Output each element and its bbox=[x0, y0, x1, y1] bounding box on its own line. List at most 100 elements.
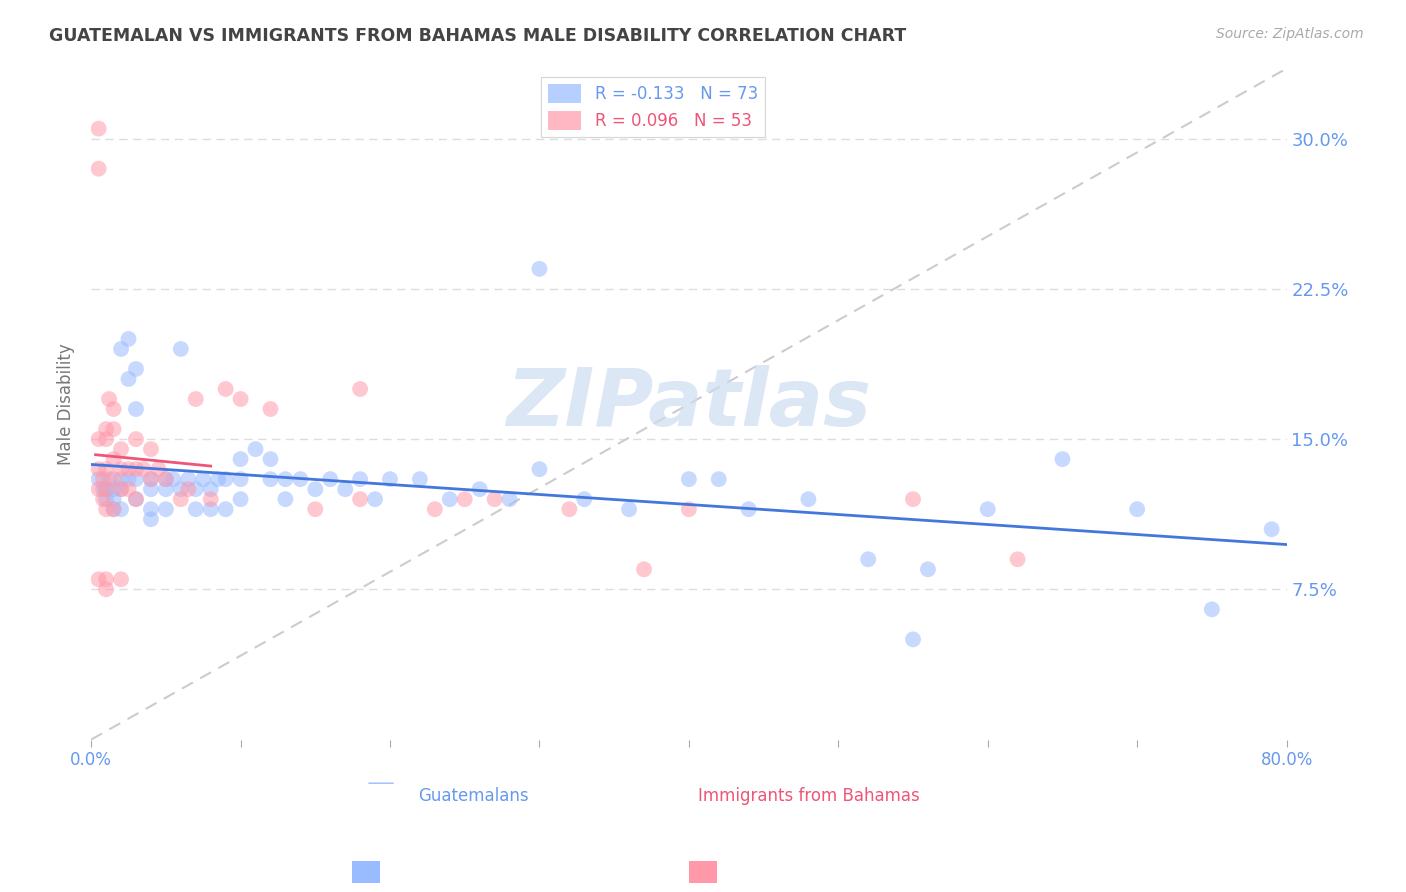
Point bbox=[103, 482, 125, 496]
Point bbox=[177, 482, 200, 496]
Text: Source: ZipAtlas.com: Source: ZipAtlas.com bbox=[1216, 27, 1364, 41]
Point bbox=[364, 492, 387, 507]
Point bbox=[678, 472, 700, 486]
Point bbox=[103, 452, 125, 467]
Point bbox=[110, 482, 132, 496]
Point bbox=[214, 382, 236, 396]
Point bbox=[335, 482, 357, 496]
Point bbox=[139, 442, 162, 456]
Point bbox=[207, 472, 229, 486]
Point bbox=[184, 482, 207, 496]
Point bbox=[125, 402, 148, 417]
Point bbox=[155, 472, 177, 486]
Point bbox=[1126, 502, 1149, 516]
Point bbox=[94, 482, 117, 496]
Text: ZIPatlas: ZIPatlas bbox=[506, 365, 872, 443]
Point bbox=[193, 472, 215, 486]
Point bbox=[484, 492, 506, 507]
Point bbox=[110, 472, 132, 486]
Point bbox=[529, 261, 551, 276]
Point bbox=[200, 482, 222, 496]
Point bbox=[94, 482, 117, 496]
Point bbox=[103, 502, 125, 516]
Point bbox=[94, 462, 117, 476]
Point bbox=[110, 462, 132, 476]
Point bbox=[633, 562, 655, 576]
Point bbox=[139, 502, 162, 516]
Point bbox=[259, 472, 281, 486]
Point bbox=[125, 492, 148, 507]
Point bbox=[184, 502, 207, 516]
Point bbox=[200, 502, 222, 516]
Point bbox=[304, 502, 326, 516]
Point bbox=[200, 492, 222, 507]
Point bbox=[110, 482, 132, 496]
Point bbox=[170, 342, 193, 356]
Point bbox=[110, 572, 132, 586]
Point bbox=[1052, 452, 1074, 467]
Point bbox=[87, 482, 110, 496]
Point bbox=[117, 482, 139, 496]
Point bbox=[423, 502, 446, 516]
Point bbox=[155, 502, 177, 516]
Point bbox=[901, 492, 924, 507]
Point bbox=[87, 161, 110, 176]
Point bbox=[229, 452, 252, 467]
Point bbox=[349, 382, 371, 396]
Point bbox=[229, 392, 252, 406]
Point bbox=[170, 482, 193, 496]
Point bbox=[155, 482, 177, 496]
Point bbox=[117, 372, 139, 386]
Point bbox=[856, 552, 879, 566]
Point bbox=[155, 472, 177, 486]
Point bbox=[148, 462, 170, 476]
Point bbox=[87, 462, 110, 476]
Point bbox=[94, 572, 117, 586]
Point bbox=[103, 492, 125, 507]
Point bbox=[170, 492, 193, 507]
Point bbox=[162, 472, 184, 486]
Point bbox=[245, 442, 267, 456]
Point bbox=[184, 392, 207, 406]
Point bbox=[87, 572, 110, 586]
Point bbox=[94, 432, 117, 446]
Text: Guatemalans: Guatemalans bbox=[419, 787, 529, 805]
Point bbox=[797, 492, 820, 507]
Point bbox=[274, 492, 297, 507]
Text: Immigrants from Bahamas: Immigrants from Bahamas bbox=[697, 787, 920, 805]
Point bbox=[87, 121, 110, 136]
Point bbox=[259, 452, 281, 467]
Point bbox=[125, 432, 148, 446]
Point bbox=[94, 422, 117, 436]
Point bbox=[349, 472, 371, 486]
Point bbox=[1007, 552, 1029, 566]
Point bbox=[409, 472, 432, 486]
Point bbox=[378, 472, 401, 486]
Point bbox=[319, 472, 342, 486]
Point bbox=[103, 502, 125, 516]
Point bbox=[103, 472, 125, 486]
Point bbox=[94, 492, 117, 507]
Point bbox=[349, 492, 371, 507]
Point bbox=[91, 492, 114, 507]
Point bbox=[110, 342, 132, 356]
Y-axis label: Male Disability: Male Disability bbox=[58, 343, 75, 465]
Point bbox=[94, 582, 117, 597]
Point bbox=[214, 472, 236, 486]
Legend: R = -0.133   N = 73, R = 0.096   N = 53: R = -0.133 N = 73, R = 0.096 N = 53 bbox=[541, 77, 765, 137]
Point bbox=[529, 462, 551, 476]
Point bbox=[125, 362, 148, 376]
Point bbox=[139, 472, 162, 486]
Point bbox=[678, 502, 700, 516]
Point bbox=[977, 502, 1000, 516]
Point bbox=[439, 492, 461, 507]
Point bbox=[274, 472, 297, 486]
Point bbox=[139, 472, 162, 486]
Point bbox=[87, 472, 110, 486]
Point bbox=[103, 422, 125, 436]
Point bbox=[125, 472, 148, 486]
Point bbox=[98, 392, 121, 406]
Point bbox=[558, 502, 581, 516]
Point bbox=[229, 472, 252, 486]
Point bbox=[617, 502, 640, 516]
